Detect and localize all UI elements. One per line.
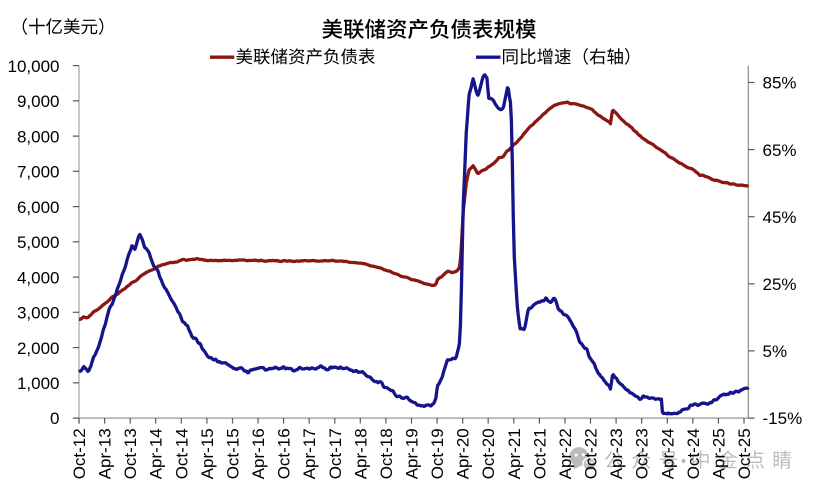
svg-text:Oct-18: Oct-18 <box>377 428 396 479</box>
svg-text:Apr-17: Apr-17 <box>300 428 319 479</box>
svg-text:Oct-15: Oct-15 <box>224 428 243 479</box>
svg-text:3,000: 3,000 <box>17 304 60 323</box>
svg-text:Apr-15: Apr-15 <box>198 428 217 479</box>
svg-text:Apr-14: Apr-14 <box>147 428 166 479</box>
svg-text:5,000: 5,000 <box>17 233 60 252</box>
svg-text:Apr-21: Apr-21 <box>505 428 524 479</box>
svg-text:45%: 45% <box>763 208 797 227</box>
svg-text:Apr-24: Apr-24 <box>658 428 677 479</box>
svg-text:Oct-13: Oct-13 <box>121 428 140 479</box>
svg-text:Apr-16: Apr-16 <box>249 428 268 479</box>
svg-text:65%: 65% <box>763 141 797 160</box>
svg-text:Apr-13: Apr-13 <box>96 428 115 479</box>
svg-text:0: 0 <box>50 409 59 428</box>
svg-text:Oct-23: Oct-23 <box>633 428 652 479</box>
svg-text:Oct-17: Oct-17 <box>326 428 345 479</box>
svg-text:25%: 25% <box>763 275 797 294</box>
svg-text:10,000: 10,000 <box>8 57 60 76</box>
svg-text:Oct-16: Oct-16 <box>275 428 294 479</box>
svg-text:Oct-21: Oct-21 <box>530 428 549 479</box>
svg-text:6,000: 6,000 <box>17 198 60 217</box>
svg-text:Apr-23: Apr-23 <box>607 428 626 479</box>
svg-text:Apr-18: Apr-18 <box>351 428 370 479</box>
svg-text:2,000: 2,000 <box>17 339 60 358</box>
svg-text:7,000: 7,000 <box>17 163 60 182</box>
svg-text:Oct-12: Oct-12 <box>70 428 89 479</box>
svg-text:Oct-14: Oct-14 <box>172 428 191 479</box>
svg-text:Oct-25: Oct-25 <box>735 428 754 479</box>
svg-text:Apr-20: Apr-20 <box>454 428 473 479</box>
svg-text:85%: 85% <box>763 74 797 93</box>
svg-text:Oct-22: Oct-22 <box>582 428 601 479</box>
svg-text:5%: 5% <box>763 342 788 361</box>
svg-text:Apr-19: Apr-19 <box>403 428 422 479</box>
svg-text:4,000: 4,000 <box>17 268 60 287</box>
svg-text:Oct-24: Oct-24 <box>684 428 703 479</box>
svg-text:9,000: 9,000 <box>17 92 60 111</box>
svg-text:-15%: -15% <box>763 409 803 428</box>
svg-text:1,000: 1,000 <box>17 374 60 393</box>
svg-text:Oct-20: Oct-20 <box>479 428 498 479</box>
svg-text:Apr-22: Apr-22 <box>556 428 575 479</box>
svg-text:8,000: 8,000 <box>17 127 60 146</box>
svg-text:Oct-19: Oct-19 <box>428 428 447 479</box>
svg-text:Apr-25: Apr-25 <box>709 428 728 479</box>
